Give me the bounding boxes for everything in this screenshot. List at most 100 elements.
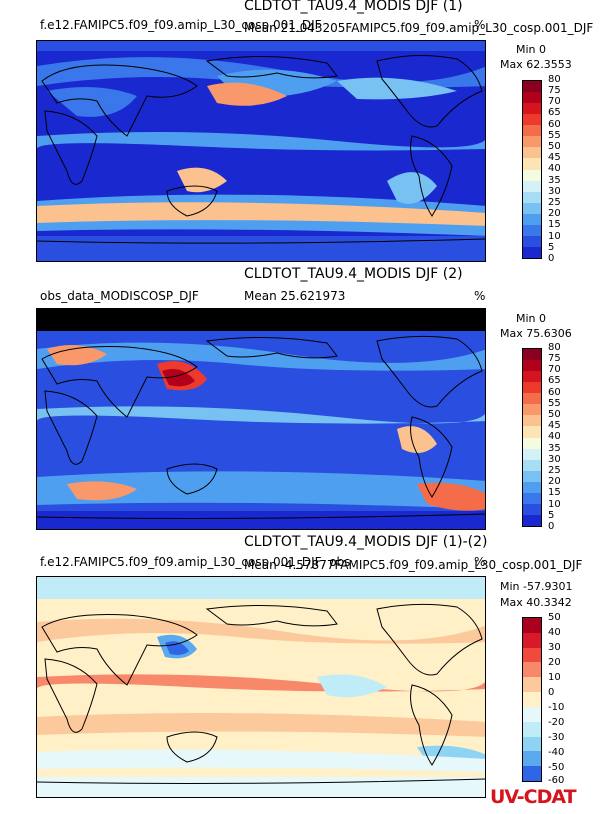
panel3-max: Max 40.3342 bbox=[500, 596, 572, 609]
panel1-colorbar-tick: 40 bbox=[548, 163, 561, 174]
panel2-colorbar-segment bbox=[523, 459, 541, 471]
panel1-colorbar-tick: 30 bbox=[548, 186, 561, 197]
panel3-colorbar-segment bbox=[523, 736, 541, 752]
panel1-colorbar-tick: 25 bbox=[548, 197, 561, 208]
panel1-colorbar-tick: 55 bbox=[548, 130, 561, 141]
panel1-colorbar-segment bbox=[523, 136, 541, 148]
panel1-title: CLDTOT_TAU9.4_MODIS DJF (1) bbox=[244, 0, 463, 14]
panel2-colorbar-segment bbox=[523, 448, 541, 460]
panel2-colorbar-segment bbox=[523, 437, 541, 449]
panel1-colorbar-tick: 60 bbox=[548, 119, 561, 130]
panel1-colorbar-tick: 5 bbox=[548, 242, 555, 253]
panel3-colorbar-segment bbox=[523, 766, 541, 781]
panel2-colorbar-tick: 0 bbox=[548, 521, 555, 532]
panel3-colorbar-tick: -30 bbox=[548, 732, 565, 743]
panel1-colorbar-segment bbox=[523, 147, 541, 159]
panel1-colorbar-segment bbox=[523, 191, 541, 203]
panel2-colorbar-tick: 50 bbox=[548, 409, 561, 420]
panel1-mean-label: Mean 21.043205FAMIPC5.f09_f09.amip_L30_c… bbox=[244, 21, 594, 35]
panel2-min: Min 0 bbox=[516, 312, 547, 325]
panel2-colorbar-segment bbox=[523, 371, 541, 383]
panel3-min: Min -57.9301 bbox=[500, 580, 573, 593]
panel1-case-label: f.e12.FAMIPC5.f09_f09.amip_L30_cosp.001_… bbox=[40, 18, 322, 32]
panel2-colorbar-segment bbox=[523, 492, 541, 504]
panel2-colorbar-segment bbox=[523, 393, 541, 405]
panel2-title: CLDTOT_TAU9.4_MODIS DJF (2) bbox=[244, 266, 463, 282]
panel3-colorbar-tick: 30 bbox=[548, 642, 561, 653]
panel1-colorbar-tick: 35 bbox=[548, 175, 561, 186]
uvcdat-logo: UV-CDAT bbox=[490, 786, 577, 808]
panel2-colorbar-segment bbox=[523, 415, 541, 427]
panel2-colorbar-tick: 35 bbox=[548, 443, 561, 454]
panel2-colorbar-tick: 25 bbox=[548, 465, 561, 476]
panel1-colorbar-segment bbox=[523, 169, 541, 181]
panel3-mean-label: Mean -4.57877FAMIPC5.f09_f09.amip_L30_co… bbox=[244, 558, 583, 572]
panel2-colorbar bbox=[522, 348, 542, 527]
panel3-case-label: f.e12.FAMIPC5.f09_f09.amip_L30_cosp.001_… bbox=[40, 555, 351, 569]
panel3-colorbar-segment bbox=[523, 632, 541, 648]
panel1-colorbar-tick: 65 bbox=[548, 107, 561, 118]
panel3-colorbar-tick: 20 bbox=[548, 657, 561, 668]
panel3-colorbar-segment bbox=[523, 721, 541, 737]
panel2-max: Max 75.6306 bbox=[500, 327, 572, 340]
panel2-colorbar-tick: 70 bbox=[548, 364, 561, 375]
panel2-colorbar-segment bbox=[523, 404, 541, 416]
panel1-colorbar bbox=[522, 80, 542, 259]
panel3-map bbox=[36, 576, 486, 798]
panel3-colorbar-segment bbox=[523, 692, 541, 707]
panel2-colorbar-segment bbox=[523, 382, 541, 394]
panel2-colorbar-segment bbox=[523, 514, 541, 526]
panel1-colorbar-segment bbox=[523, 103, 541, 115]
panel1-colorbar-segment bbox=[523, 202, 541, 214]
panel2-colorbar-segment bbox=[523, 481, 541, 493]
panel1-colorbar-segment bbox=[523, 224, 541, 236]
panel2-mean-label: Mean 25.621973 bbox=[244, 289, 346, 303]
panel3-colorbar-tick: 10 bbox=[548, 672, 561, 683]
panel2-colorbar-tick: 15 bbox=[548, 487, 561, 498]
panel1-colorbar-segment bbox=[523, 213, 541, 225]
panel3-colorbar-tick: -20 bbox=[548, 717, 565, 728]
panel2-colorbar-tick: 80 bbox=[548, 342, 561, 353]
panel1-min: Min 0 bbox=[516, 43, 547, 56]
panel2-map bbox=[36, 308, 486, 530]
panel3-colorbar-tick: -10 bbox=[548, 702, 565, 713]
panel2-colorbar-tick: 20 bbox=[548, 476, 561, 487]
panel1-colorbar-tick: 20 bbox=[548, 208, 561, 219]
panel2-colorbar-tick: 5 bbox=[548, 510, 555, 521]
panel2-units: % bbox=[474, 289, 486, 303]
panel2-colorbar-tick: 75 bbox=[548, 353, 561, 364]
panel3-title: CLDTOT_TAU9.4_MODIS DJF (1)-(2) bbox=[244, 534, 488, 550]
panel3-colorbar-tick: 40 bbox=[548, 627, 561, 638]
panel3-colorbar-segment bbox=[523, 618, 541, 633]
panel3-colorbar-segment bbox=[523, 677, 541, 693]
panel3-colorbar-segment bbox=[523, 662, 541, 678]
panel3-colorbar-tick: -50 bbox=[548, 762, 565, 773]
panel1-colorbar-segment bbox=[523, 92, 541, 104]
panel1-colorbar-segment bbox=[523, 180, 541, 192]
panel1-colorbar-segment bbox=[523, 114, 541, 126]
panel1-colorbar-tick: 80 bbox=[548, 74, 561, 85]
panel2-colorbar-tick: 30 bbox=[548, 454, 561, 465]
panel1-colorbar-segment bbox=[523, 125, 541, 137]
panel2-colorbar-tick: 55 bbox=[548, 398, 561, 409]
panel3-colorbar-segment bbox=[523, 647, 541, 663]
panel1-colorbar-tick: 50 bbox=[548, 141, 561, 152]
panel2-colorbar-segment bbox=[523, 470, 541, 482]
panel3-colorbar-tick: -60 bbox=[548, 775, 565, 786]
panel3-units: % bbox=[474, 555, 486, 569]
panel2-colorbar-segment bbox=[523, 349, 541, 361]
panel1-colorbar-tick: 75 bbox=[548, 85, 561, 96]
panel2-colorbar-tick: 65 bbox=[548, 375, 561, 386]
panel1-colorbar-tick: 45 bbox=[548, 152, 561, 163]
panel1-units: % bbox=[474, 18, 486, 32]
panel1-colorbar-tick: 15 bbox=[548, 219, 561, 230]
panel2-colorbar-tick: 10 bbox=[548, 499, 561, 510]
panel1-max: Max 62.3553 bbox=[500, 58, 572, 71]
panel3-colorbar-segment bbox=[523, 751, 541, 767]
panel1-colorbar-segment bbox=[523, 246, 541, 258]
panel2-colorbar-tick: 45 bbox=[548, 420, 561, 431]
panel2-colorbar-segment bbox=[523, 360, 541, 372]
panel3-colorbar-segment bbox=[523, 706, 541, 722]
panel1-map bbox=[36, 40, 486, 262]
panel1-colorbar-segment bbox=[523, 81, 541, 93]
